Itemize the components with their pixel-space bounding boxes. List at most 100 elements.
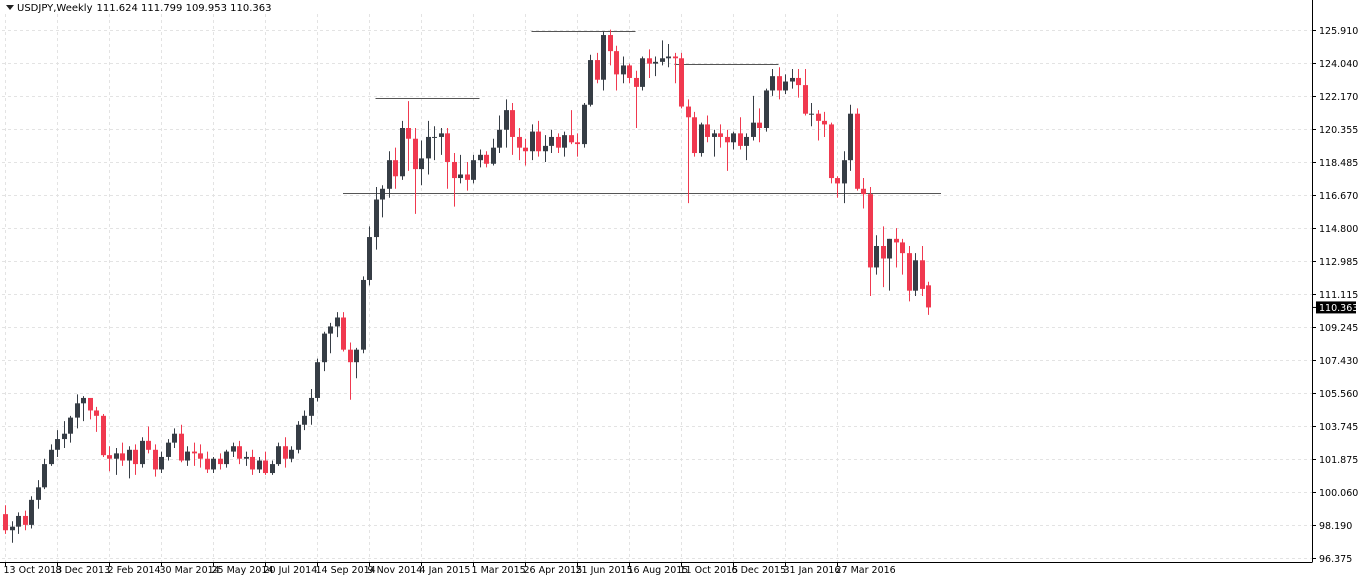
y-tick-label: 109.245 [1319,323,1358,334]
candle-body [640,58,645,87]
current-price-tag: 110.363 [1312,301,1358,314]
candle-body [276,446,281,465]
candle-body [250,456,255,470]
candle-bull [543,135,548,162]
candle-bull [601,31,606,91]
candle-body [809,113,814,115]
candle-bull [666,43,671,68]
x-tick-label: 1 Mar 2015 [472,565,526,576]
candle-bull [699,122,704,157]
candle-body [75,403,80,418]
candle-body [484,154,489,164]
x-tick-label: 9 Nov 2014 [368,565,423,576]
candle-body [387,160,392,189]
candle-bear [894,228,899,268]
candle-body [341,317,346,350]
candle-bear [283,437,288,468]
candle-bull [764,88,769,132]
candle-body [413,138,418,170]
candle-body [23,515,28,525]
candle-bear [614,45,619,91]
candle-body [861,188,866,195]
candle-bull [166,439,171,461]
y-tick-label: 98.190 [1319,521,1352,532]
candle-body [42,464,47,488]
y-tick-label: 118.485 [1319,158,1358,169]
candle-body [653,61,658,64]
candle-bull [621,56,626,84]
candle-bear [803,69,808,116]
candle-body [205,458,210,470]
candle-bull [439,128,444,155]
y-axis-labels: 125.910 124.040 122.170 120.355 118.485 116.6… [1319,26,1358,565]
collapse-arrow-icon[interactable] [6,5,14,10]
candle-bear [692,111,697,157]
candle-body [543,145,548,152]
x-tick-label: 11 Oct 2015 [680,565,739,576]
candle-body [237,446,242,459]
y-tick-label: 124.040 [1319,59,1358,70]
candle-body [634,77,639,87]
candle-bear [107,446,112,472]
candle-body [842,160,847,184]
candle-bear [816,110,821,141]
candle-body [744,136,749,146]
x-tick-label: 14 Sep 2014 [316,565,376,576]
candle-body [666,56,671,59]
candle-bull [159,451,164,474]
candle-bear [88,397,93,420]
candle-body [185,451,190,461]
candle-bull [660,40,665,66]
candle-bull [114,448,119,475]
candle-bull [653,56,658,77]
candle-bear [523,138,528,166]
candle-bull [913,253,918,297]
candle-body [926,285,931,308]
x-tick-label: 25 May 2014 [212,565,274,576]
candle-bull [81,396,86,422]
candle-body [510,110,515,137]
candle-bull [783,74,788,95]
candle-body [426,136,431,159]
candle-bull [712,129,717,157]
candle-bull [75,394,80,429]
candle-body [569,135,574,143]
candle-body [530,131,535,152]
candle-body [159,456,164,470]
candle-body [783,81,788,91]
candle-body [757,122,762,129]
candle-body [835,178,840,184]
symbol-timeframe: USDJPY,Weekly [17,3,93,14]
candle-body [900,242,905,254]
candle-body [471,160,476,180]
price-tag-label: 110.363 [1319,303,1358,314]
chart-header: USDJPY,Weekly 111.624 111.799 109.953 110… [6,3,275,14]
candle-bear [575,133,580,157]
candle-body [718,133,723,137]
candle-body [679,58,684,107]
x-tick-label: 21 Jun 2015 [576,565,633,576]
candle-bear [900,238,905,275]
y-tick-label: 100.060 [1319,488,1358,499]
candle-bull [296,421,301,454]
candle-bull [380,185,385,218]
candle-body [751,122,756,137]
candle-bull [276,442,281,466]
candle-bull [874,235,879,275]
candle-bear [517,128,522,161]
y-tick-label: 114.800 [1319,224,1358,235]
candle-body [270,464,275,474]
candle-bear [348,342,353,400]
candle-bull [62,421,67,449]
candle-body [127,449,132,461]
candle-bull [16,512,21,534]
candle-bear [205,451,210,474]
candle-body [465,174,470,180]
candle-bull [809,102,814,127]
candle-body [380,188,385,200]
candle-bear [413,128,418,214]
candle-bear [595,52,600,84]
candle-bull [458,154,463,184]
